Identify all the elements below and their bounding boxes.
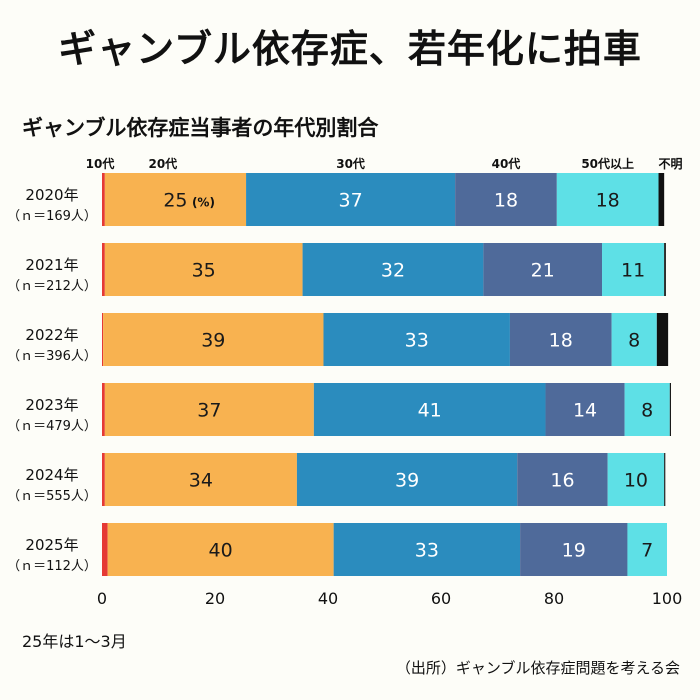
value-label: 37 [197,400,221,422]
bar-segment [296,453,518,506]
value-label: 35 [192,260,216,282]
year-label: 2022年 [25,326,78,344]
value-label: 8 [628,330,640,352]
legend-label-0: 10代 [86,156,115,171]
sample-size-label: （ｎ＝212人） [7,279,97,294]
value-label: 18 [494,190,518,212]
legend-label-4: 50代以上 [581,156,634,171]
bar-segment [323,313,510,366]
x-tick-label: 40 [318,589,338,608]
bar-segment [302,243,484,296]
x-tick-label: 80 [544,589,564,608]
value-label: 19 [562,540,586,562]
bar-segment [246,173,456,226]
sample-size-label: （ｎ＝396人） [7,349,97,364]
bar-segment [102,383,105,436]
x-tick-label: 100 [652,589,683,608]
bar-segment [102,313,104,366]
bar-segment [104,383,314,436]
bar-segment [104,243,303,296]
x-tick-label: 0 [97,589,107,608]
value-label: 33 [415,540,439,562]
value-label: 33 [405,330,429,352]
bar-segment [517,453,608,506]
legend-label-3: 40代 [492,156,521,171]
x-tick-label: 20 [205,589,225,608]
bar-segment [556,173,659,226]
year-label: 2021年 [25,256,78,274]
bar-segment [545,383,625,436]
bar-segment [103,313,324,366]
sample-size-label: （ｎ＝169人） [7,209,97,224]
bar-segment [313,383,546,436]
bar-segment [624,383,670,436]
sample-size-label: （ｎ＝479人） [7,419,97,434]
value-label: 37 [339,190,363,212]
value-label: 11 [621,260,645,282]
bar-segment [102,173,105,226]
footnote: 25年は1～3月 [22,632,127,651]
value-label: 40 [209,540,233,562]
year-label: 2025年 [25,536,78,554]
bar-segment [627,523,667,576]
bar-segment [107,523,334,576]
legend-label-1: 20代 [148,156,177,171]
bar-segment [656,313,669,366]
bar-segment [658,173,665,226]
bar-segment [333,523,521,576]
legend-label-2: 30代 [336,156,365,171]
year-label: 2023年 [25,396,78,414]
x-tick-label: 60 [431,589,451,608]
value-label: 7 [641,540,653,562]
chart-title: ギャンブル依存症当事者の年代別割合 [22,116,379,140]
value-label: 21 [531,260,555,282]
value-label: 10 [624,470,648,492]
value-label: 39 [201,330,225,352]
value-label: 39 [395,470,419,492]
headline: ギャンブル依存症、若年化に拍車 [58,27,642,71]
bar-segment [611,313,657,366]
bar-segment [102,453,105,506]
value-label: 18 [596,190,620,212]
legend-label-5: 不明 [659,157,683,171]
bar-segment [455,173,557,226]
bar-segment [520,523,628,576]
year-label: 2024年 [25,466,78,484]
bar-segment [483,243,603,296]
value-label: 41 [418,400,442,422]
bar-segment [102,243,105,296]
source-credit: （出所）ギャンブル依存症問題を考える会 [395,659,680,677]
value-label: 32 [381,260,405,282]
bar-segment [509,313,612,366]
bar-segment [104,453,297,506]
value-label: 14 [573,400,597,422]
bar-segment [664,243,666,296]
bar-segment [607,453,665,506]
bar-segment [664,453,666,506]
sample-size-label: （ｎ＝112人） [7,559,97,574]
bar-segment [102,523,108,576]
sample-size-label: （ｎ＝555人） [7,489,97,504]
value-label: 16 [550,470,574,492]
bar-segment [669,383,671,436]
value-label: 34 [189,470,213,492]
year-label: 2020年 [25,186,78,204]
bar-segment [104,173,247,226]
value-label: 8 [641,400,653,422]
value-label: 18 [549,330,573,352]
bar-segment [602,243,665,296]
unit-label: (%) [192,196,215,210]
value-label: 25 [163,190,187,212]
